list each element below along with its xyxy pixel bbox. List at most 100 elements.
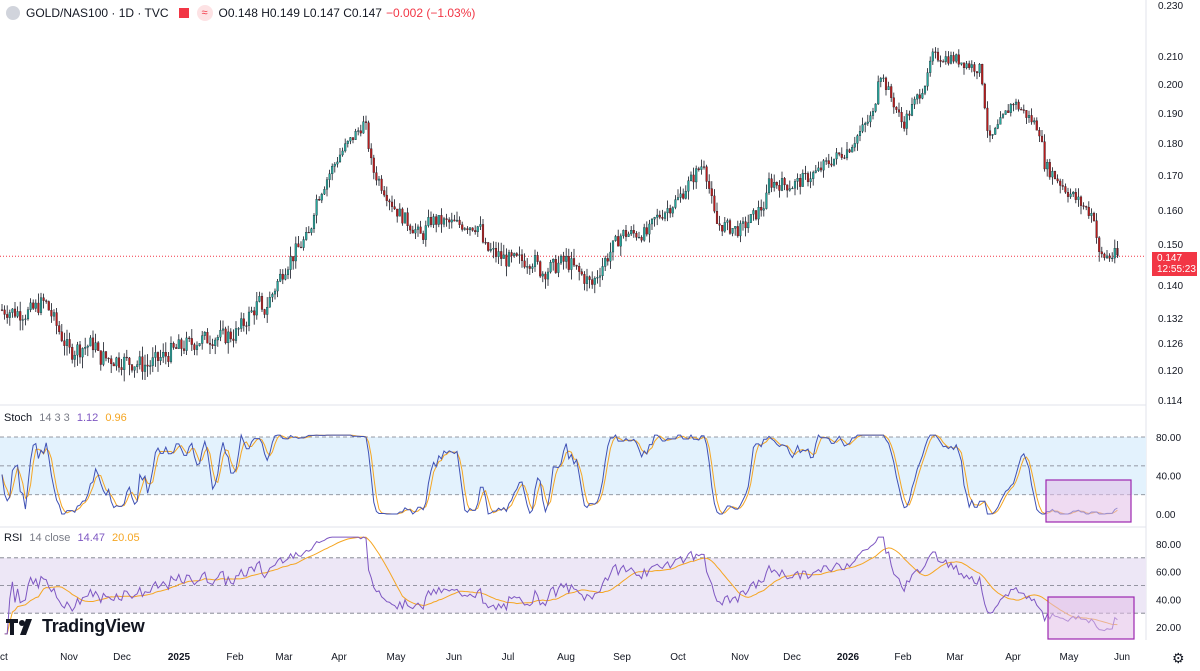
candle-body <box>999 117 1002 125</box>
time-tick-label: Nov <box>731 652 749 663</box>
candle-body <box>107 357 110 360</box>
candle-body <box>159 357 162 361</box>
candle-body <box>622 230 625 237</box>
candle-body <box>624 230 628 237</box>
candle-body <box>773 182 776 188</box>
candle-body <box>182 348 186 351</box>
candle-body <box>172 343 175 348</box>
candle-body <box>91 337 95 351</box>
candle-body <box>32 302 35 309</box>
candle-body <box>8 312 11 318</box>
candle-body <box>879 78 882 82</box>
candle-body <box>312 215 316 229</box>
symbol-icon[interactable] <box>6 6 20 20</box>
candle-body <box>739 223 742 237</box>
candle-body <box>895 106 898 110</box>
candle-body <box>864 123 867 125</box>
candle-body <box>146 364 149 367</box>
candle-body <box>526 266 529 268</box>
candle-body <box>120 367 123 370</box>
symbol-title[interactable]: GOLD/NAS100 · 1D · TVC <box>26 6 169 20</box>
candle-body <box>697 168 700 170</box>
candle-body <box>619 235 622 247</box>
candle-body <box>960 62 963 65</box>
candle-body <box>645 227 648 235</box>
candle-body <box>1009 104 1012 113</box>
candle-body <box>136 364 139 367</box>
wave-icon[interactable]: ≈ <box>196 5 213 21</box>
candle-body <box>1004 110 1007 115</box>
candle-body <box>214 339 217 346</box>
candle-body <box>195 345 199 350</box>
candle-body <box>978 63 981 74</box>
candle-body <box>640 236 643 241</box>
tradingview-logo[interactable]: TradingView <box>6 616 145 637</box>
candle-body <box>653 217 656 220</box>
stoch-tick-label: 80.00 <box>1156 433 1181 444</box>
stoch-tick-label: 40.00 <box>1156 472 1181 483</box>
candle-body <box>765 192 768 209</box>
candle-body <box>565 256 568 262</box>
candle-body <box>297 243 300 248</box>
price-tick-label: 0.180 <box>1158 139 1183 150</box>
candle-body <box>164 352 167 357</box>
candle-body <box>687 180 690 192</box>
candle-body <box>481 224 485 243</box>
candle-body <box>708 181 711 189</box>
candle-body <box>650 218 654 225</box>
candle-body <box>1027 115 1031 118</box>
candle-body <box>341 150 344 156</box>
candle-body <box>1038 130 1041 137</box>
candle-body <box>1074 192 1077 200</box>
candle-body <box>580 271 583 275</box>
candle-body <box>370 148 373 159</box>
candle-body <box>242 318 245 326</box>
candle-body <box>767 178 771 194</box>
candle-body <box>310 228 313 233</box>
candle-body <box>578 266 581 272</box>
candle-body <box>292 256 295 262</box>
candle-body <box>419 226 422 234</box>
candle-body <box>747 222 750 229</box>
candle-body <box>856 135 859 144</box>
candle-body <box>591 279 594 285</box>
candle-body <box>336 161 339 165</box>
price-tick-label: 0.140 <box>1158 281 1183 292</box>
candle-body <box>458 219 461 225</box>
candle-body <box>614 236 617 241</box>
rsi-legend[interactable]: RSI 14 close 14.47 20.05 <box>4 532 140 544</box>
candle-body <box>1105 255 1109 258</box>
candle-body <box>234 328 238 341</box>
candle-body <box>294 243 297 262</box>
price-tick-label: 0.200 <box>1158 80 1183 91</box>
candle-body <box>175 347 178 349</box>
candle-body <box>255 301 258 316</box>
candle-body <box>299 246 303 248</box>
candle-body <box>73 354 76 360</box>
candle-body <box>211 344 214 346</box>
candle-body <box>760 207 763 211</box>
candle-body <box>50 310 53 317</box>
candle-body <box>674 199 677 208</box>
candle-body <box>731 228 734 234</box>
candle-body <box>983 83 986 109</box>
candle-body <box>539 261 542 277</box>
candle-body <box>809 178 812 183</box>
time-tick-label: Mar <box>946 652 964 663</box>
candle-body <box>890 86 893 98</box>
candle-body <box>957 54 960 65</box>
candle-body <box>848 149 851 153</box>
candle-body <box>1092 213 1096 221</box>
candle-body <box>86 345 89 348</box>
candle-body <box>882 77 885 79</box>
candle-body <box>492 248 495 250</box>
stoch-legend[interactable]: Stoch 14 3 3 1.12 0.96 <box>4 412 127 424</box>
candle-body <box>1077 196 1080 200</box>
rsi-tick-label: 40.00 <box>1156 595 1181 606</box>
settings-gear-icon[interactable]: ⚙ <box>1172 650 1185 666</box>
candle-body <box>905 113 908 129</box>
candle-body <box>1035 120 1038 131</box>
candle-body <box>817 167 820 171</box>
candle-body <box>853 143 856 148</box>
